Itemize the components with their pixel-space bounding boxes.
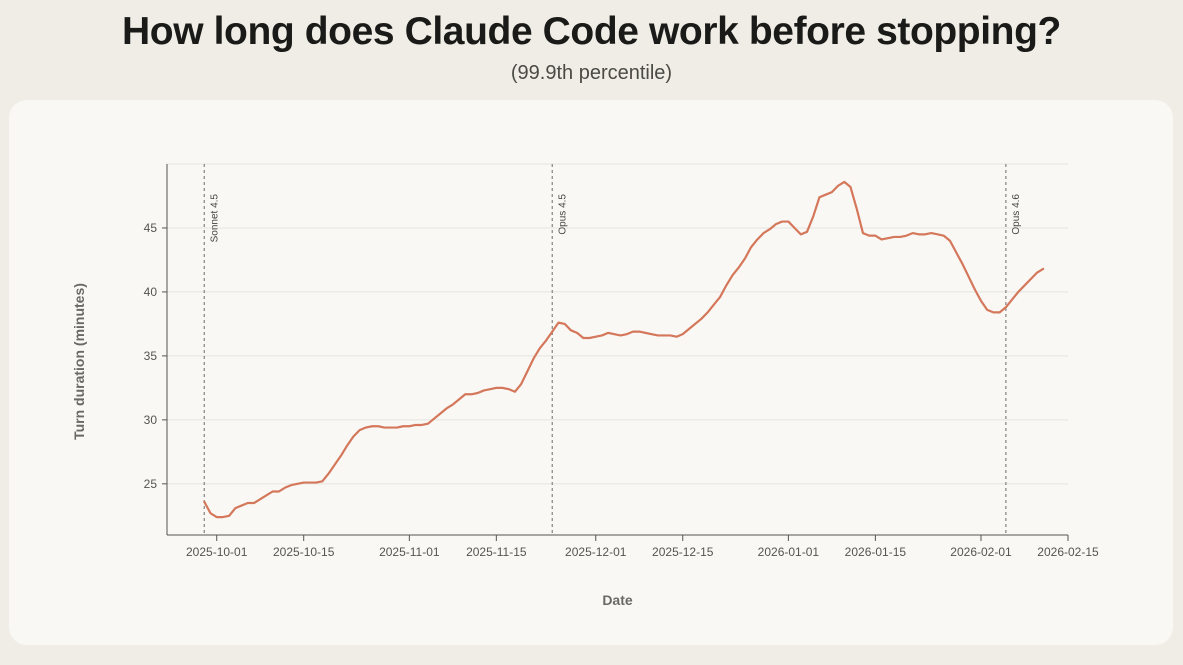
y-tick-label: 40 [144, 285, 158, 299]
x-tick-label: 2025-11-01 [379, 545, 440, 559]
x-tick-label: 2026-02-15 [1037, 545, 1099, 559]
y-tick-label: 30 [144, 413, 158, 427]
tick-labels: 25 30 35 40 45 2025-10-01 2025-10-15 2025-11-01… [144, 221, 1099, 559]
line-chart: Sonnet 4.5 Opus 4.5 Opus 4.6 25 30 35 40 45 202… [71, 163, 1099, 608]
x-tick-label: 2025-10-01 [186, 545, 248, 559]
release-marker-label: Sonnet 4.5 [209, 194, 220, 243]
axes [166, 164, 1068, 536]
series-line [203, 180, 1045, 519]
release-marker-label: Opus 4.6 [1011, 194, 1022, 235]
x-tick-label: 2026-01-15 [845, 545, 907, 559]
x-tick-label: 2025-12-15 [652, 545, 714, 559]
gridlines [167, 163, 1068, 485]
x-tick-label: 2026-02-01 [950, 545, 1012, 559]
x-tick-label: 2025-12-01 [565, 545, 627, 559]
series-layer [203, 180, 1045, 519]
chart-subtitle: (99.9th percentile) [510, 62, 673, 84]
release-annotations: Sonnet 4.5 Opus 4.5 Opus 4.6 [203, 164, 1022, 535]
y-axis-title: Turn duration (minutes) [71, 283, 87, 440]
chart-card: Sonnet 4.5 Opus 4.5 Opus 4.6 25 30 35 40 45 202… [9, 100, 1173, 645]
x-tick-label: 2026-01-01 [758, 545, 820, 559]
y-tick-label: 25 [144, 477, 158, 491]
y-tick-label: 45 [144, 221, 158, 235]
chart-title: How long does Claude Code work before st… [122, 10, 1061, 53]
y-tick-label: 35 [144, 349, 158, 363]
x-tick-label: 2025-11-15 [466, 545, 527, 559]
x-axis-title: Date [602, 592, 633, 608]
x-tick-label: 2025-10-15 [273, 545, 335, 559]
release-marker-label: Opus 4.5 [557, 194, 568, 235]
